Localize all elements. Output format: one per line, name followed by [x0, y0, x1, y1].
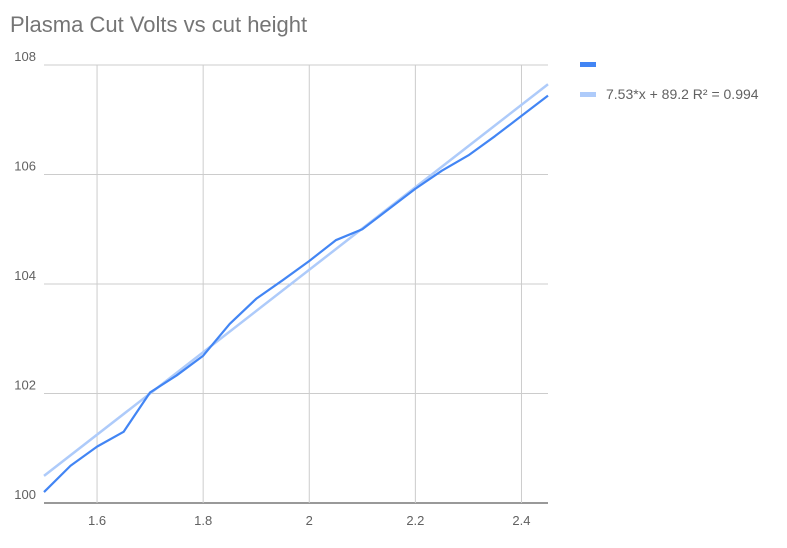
y-tick-label: 106 [14, 159, 36, 174]
y-tick-label: 100 [14, 487, 36, 502]
series-line [44, 96, 548, 492]
y-tick-label: 104 [14, 268, 36, 283]
x-tick-label: 1.8 [194, 513, 212, 528]
trendline [44, 84, 548, 476]
x-tick-label: 1.6 [88, 513, 106, 528]
chart-title: Plasma Cut Volts vs cut height [10, 12, 307, 37]
legend-swatch-series [580, 62, 596, 67]
x-tick-label: 2.2 [406, 513, 424, 528]
legend-swatch-trendline [580, 92, 596, 97]
y-tick-label: 108 [14, 49, 36, 64]
x-tick-label: 2.4 [512, 513, 530, 528]
legend: 7.53*x + 89.2 R² = 0.994 [580, 62, 759, 102]
y-tick-label: 102 [14, 378, 36, 393]
x-tick-label: 2 [306, 513, 313, 528]
legend-label-trendline: 7.53*x + 89.2 R² = 0.994 [606, 86, 759, 102]
